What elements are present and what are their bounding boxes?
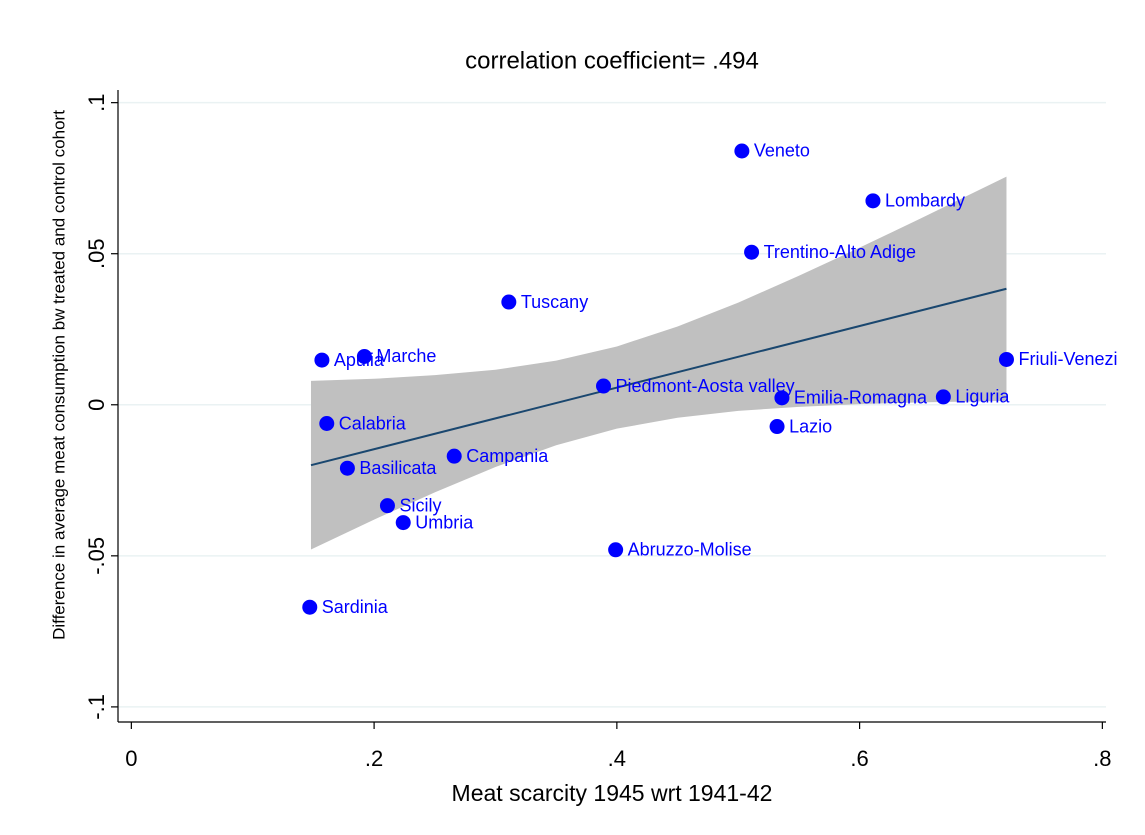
point-label: Liguria <box>955 387 1010 407</box>
point <box>608 542 624 558</box>
confidence-band <box>310 176 1007 550</box>
point <box>339 460 355 476</box>
point-label: Veneto <box>754 141 810 161</box>
point <box>446 448 462 464</box>
point <box>319 416 335 432</box>
point-label: Trentino-Alto Adige <box>764 242 916 262</box>
x-axis-title: Meat scarcity 1945 wrt 1941-42 <box>452 780 773 806</box>
y-tick-label: -.05 <box>84 537 109 575</box>
x-tick-label: 0 <box>125 746 137 771</box>
point <box>379 498 395 514</box>
y-tick-label: -.1 <box>84 694 109 720</box>
point <box>596 378 612 394</box>
point-label: Friuli-Venezi <box>1018 349 1117 369</box>
x-tick-label: .8 <box>1093 746 1111 771</box>
point-label: Sicily <box>399 495 441 515</box>
point-label: Apulia <box>334 350 385 370</box>
point-label: Lombardy <box>885 191 965 211</box>
x-tick-label: .2 <box>365 746 383 771</box>
x-tick-label: .4 <box>608 746 626 771</box>
point-label: Abruzzo-Molise <box>628 540 752 560</box>
point-label: Basilicata <box>359 458 437 478</box>
y-axis-title: Difference in average meat consumption b… <box>49 110 68 640</box>
fit-line <box>310 287 1007 467</box>
point <box>865 193 881 209</box>
point-label: Emilia-Romagna <box>794 388 928 408</box>
point-label: Piedmont-Aosta valley <box>616 376 795 396</box>
point <box>395 515 411 531</box>
point <box>302 599 318 615</box>
point <box>744 244 760 260</box>
point-label: Sardinia <box>322 597 389 617</box>
point <box>935 389 951 405</box>
point <box>998 351 1014 367</box>
point-label: Umbria <box>415 512 474 532</box>
point <box>314 352 330 368</box>
point <box>769 419 785 435</box>
point <box>734 143 750 159</box>
x-tick-label: .6 <box>850 746 868 771</box>
point-label: Calabria <box>339 413 407 433</box>
y-tick-label: .05 <box>84 238 109 269</box>
point-label: Tuscany <box>521 292 588 312</box>
y-tick-label: .1 <box>84 93 109 111</box>
point <box>501 294 517 310</box>
y-tick-label: 0 <box>84 399 109 411</box>
point <box>774 390 790 406</box>
point-label: Lazio <box>789 416 832 436</box>
point-label: Marche <box>376 346 436 366</box>
point-label: Campania <box>466 446 549 466</box>
chart-title: correlation coefficient= .494 <box>465 47 759 74</box>
point <box>356 348 372 364</box>
